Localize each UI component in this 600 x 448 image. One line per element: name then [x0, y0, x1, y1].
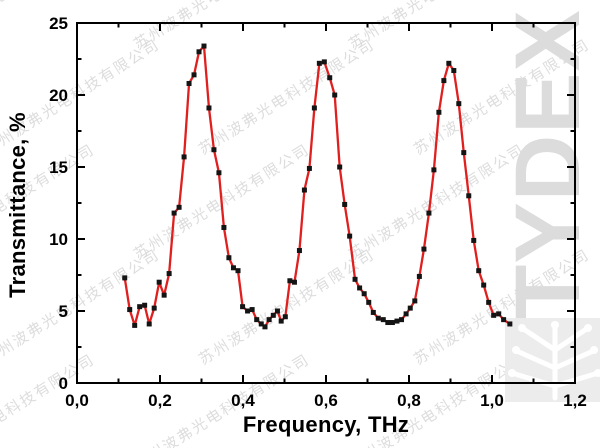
y-tick-label: 25 [49, 14, 68, 33]
y-tick-label: 10 [49, 230, 68, 249]
y-tick-label: 20 [49, 86, 68, 105]
x-tick-label: 1,0 [480, 391, 504, 410]
x-tick-label: 0,8 [397, 391, 421, 410]
x-tick-label: 0,2 [148, 391, 172, 410]
data-markers [122, 43, 513, 330]
x-tick-label: 1,2 [563, 391, 587, 410]
y-tick-label: 5 [59, 302, 68, 321]
x-tick-label: 0,0 [65, 391, 89, 410]
axis-ticks [76, 22, 576, 384]
x-tick-label: 0,4 [231, 391, 255, 410]
axis-frame [76, 22, 576, 384]
y-tick-label: 15 [49, 158, 68, 177]
x-tick-label: 0,6 [314, 391, 338, 410]
y-axis-title: Transmittance, % [5, 112, 30, 298]
y-tick-label: 0 [59, 374, 68, 393]
x-axis-title: Frequency, THz [242, 412, 410, 437]
data-line [123, 44, 511, 328]
tick-labels: 0,0 0,2 0,4 0,6 0,8 1,0 1,2 0 5 10 15 20 25 [49, 14, 587, 410]
